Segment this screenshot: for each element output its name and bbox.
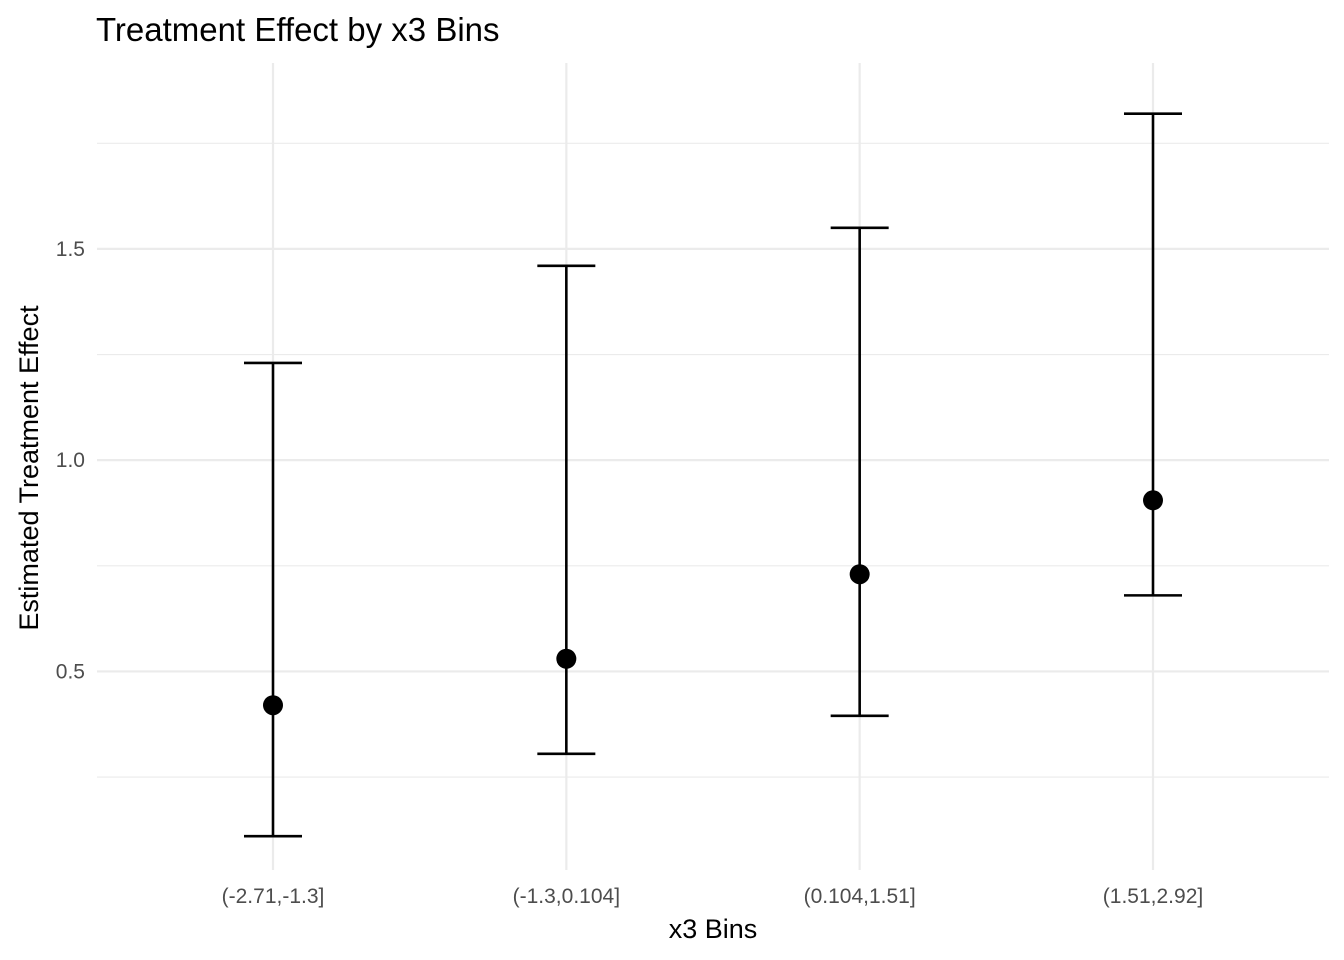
x-axis-title: x3 Bins	[669, 914, 758, 944]
x-tick-label: (-1.3,0.104]	[513, 885, 620, 908]
estimate-point	[263, 695, 283, 716]
y-tick-label: 1.0	[56, 449, 85, 472]
estimate-point	[849, 564, 870, 585]
x-tick-label: (0.104,1.51]	[804, 885, 916, 908]
estimate-point	[556, 648, 577, 669]
y-tick-label: 1.5	[56, 238, 85, 261]
y-axis-ticks: 0.5 1.0 1.5	[56, 238, 85, 684]
error-bars-group	[244, 112, 1182, 838]
estimate-point	[1143, 490, 1163, 511]
y-axis-title: Estimated Treatment Effect	[14, 305, 44, 631]
x-tick-label: (-2.71,-1.3]	[222, 885, 325, 908]
x-tick-label: (1.51,2.92]	[1103, 885, 1203, 908]
x-axis-ticks: (-2.71,-1.3] (-1.3,0.104] (0.104,1.51] (1.5…	[222, 885, 1204, 908]
grid-lines	[97, 63, 1329, 870]
chart-title: Treatment Effect by x3 Bins	[96, 11, 500, 48]
y-tick-label: 0.5	[56, 660, 85, 683]
